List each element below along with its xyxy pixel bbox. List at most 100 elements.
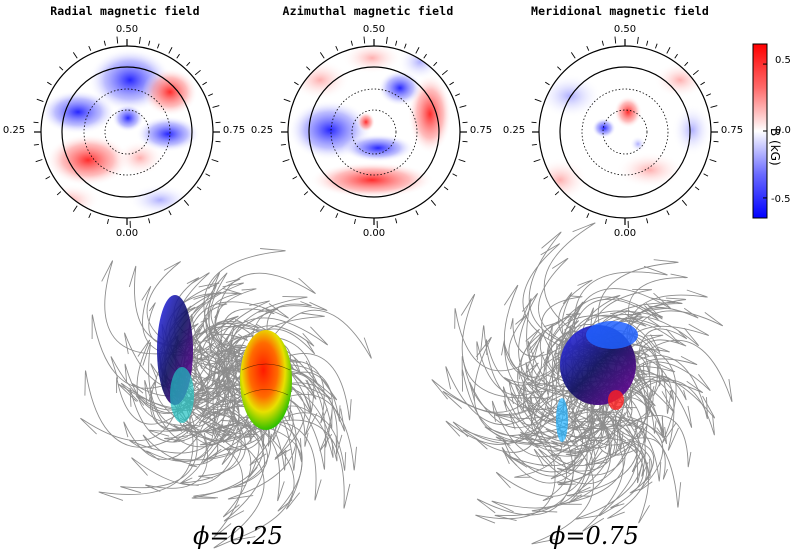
observation-tick xyxy=(605,218,607,225)
field-model-025 xyxy=(80,248,372,549)
field-line xyxy=(193,320,260,379)
field-line xyxy=(442,343,558,415)
field-line xyxy=(129,388,214,443)
observation-tick xyxy=(646,218,649,224)
field-line xyxy=(191,393,264,499)
field-line xyxy=(227,329,267,384)
observation-tick xyxy=(335,213,339,219)
observation-tick xyxy=(168,47,173,54)
observation-tick xyxy=(404,43,407,49)
field-line xyxy=(260,353,352,421)
meridional-map-title: Meridional magnetic field xyxy=(530,4,710,18)
meridional-phase-left: 0.25 xyxy=(502,125,526,136)
radial-map xyxy=(33,36,221,228)
field-line xyxy=(496,441,595,497)
observation-tick xyxy=(443,186,449,191)
field-line xyxy=(173,365,208,443)
field-line xyxy=(627,437,668,480)
observation-tick xyxy=(363,36,366,44)
field-line xyxy=(545,390,608,438)
colorbar-tick-label-1: 0.0 xyxy=(775,125,791,136)
observation-tick xyxy=(700,81,705,86)
field-line xyxy=(574,265,668,361)
field-line xyxy=(462,373,554,442)
field-line xyxy=(473,336,548,445)
field-line xyxy=(255,394,357,471)
field-line xyxy=(582,437,650,524)
observation-tick xyxy=(459,105,467,108)
radial-phase-left: 0.25 xyxy=(2,125,26,136)
field-line xyxy=(454,308,545,372)
field-line xyxy=(568,410,624,532)
observation-tick xyxy=(88,213,92,219)
observation-tick xyxy=(350,40,353,46)
field-line xyxy=(485,339,555,386)
field-line xyxy=(461,355,550,417)
field-line xyxy=(530,391,562,447)
observation-tick xyxy=(713,140,719,143)
cyan-streak xyxy=(556,398,568,442)
observation-tick xyxy=(354,218,356,225)
field-line xyxy=(576,408,621,457)
observation-tick xyxy=(674,53,678,59)
field-line xyxy=(198,417,246,479)
field-line xyxy=(566,393,639,497)
observation-tick xyxy=(458,159,466,163)
observation-tick xyxy=(534,98,542,102)
observation-tick xyxy=(655,43,658,49)
observation-tick xyxy=(533,159,541,163)
field-line xyxy=(629,441,653,494)
observation-tick xyxy=(531,121,537,124)
observation-tick xyxy=(449,81,454,86)
observation-tick xyxy=(72,205,78,212)
field-line xyxy=(266,372,306,459)
observation-tick xyxy=(441,69,448,76)
field-line xyxy=(232,428,268,488)
field-line xyxy=(120,409,198,494)
field-line xyxy=(193,391,272,499)
observation-tick xyxy=(294,81,299,86)
field-line xyxy=(636,339,687,377)
observation-tick xyxy=(138,36,141,44)
observation-tick xyxy=(88,45,92,51)
field-line xyxy=(256,424,303,512)
observation-tick xyxy=(586,45,590,51)
radial-phase-right: 0.75 xyxy=(222,125,246,136)
observation-tick xyxy=(33,121,39,124)
field-line xyxy=(136,339,199,427)
field-line xyxy=(557,418,616,475)
observation-tick xyxy=(570,205,576,212)
field-line xyxy=(188,388,298,471)
field-line xyxy=(515,385,599,422)
observation-tick xyxy=(208,93,214,97)
observation-tick xyxy=(692,69,699,76)
observation-tick xyxy=(636,36,639,44)
phase-label-075: ϕ=0.75 xyxy=(549,522,639,550)
observation-tick xyxy=(59,66,64,71)
field-line xyxy=(518,385,594,445)
observation-tick xyxy=(183,199,190,206)
field-line xyxy=(217,300,270,400)
observation-tick xyxy=(148,218,151,224)
field-line xyxy=(129,381,227,454)
radial-phase-top: 0.50 xyxy=(115,24,139,35)
observation-tick xyxy=(335,45,339,51)
field-line xyxy=(528,395,608,453)
observation-tick xyxy=(452,173,458,177)
meridional-map xyxy=(531,36,719,228)
field-line xyxy=(520,321,561,404)
observation-tick xyxy=(215,121,221,124)
field-line xyxy=(142,424,224,462)
field-line xyxy=(578,419,662,482)
observation-tick xyxy=(531,143,537,146)
observation-tick xyxy=(681,199,688,206)
field-line xyxy=(217,395,240,443)
field-line xyxy=(637,328,687,359)
observation-tick xyxy=(666,210,670,216)
observation-tick xyxy=(395,218,398,224)
field-line xyxy=(558,406,610,486)
azimuthal-phase-top: 0.50 xyxy=(362,24,386,35)
field-line xyxy=(615,344,660,397)
field-line xyxy=(146,261,186,353)
